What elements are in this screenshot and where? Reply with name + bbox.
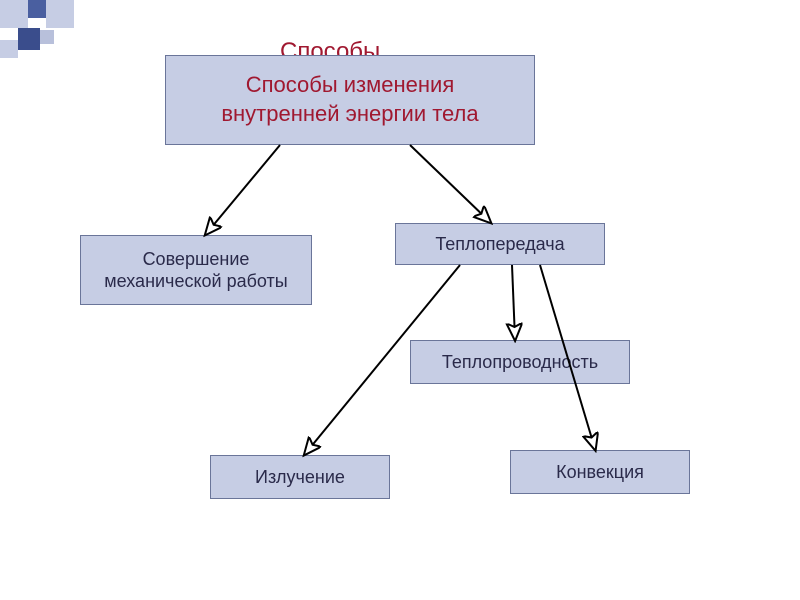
node-main-text: Способы изменениявнутренней энергии тела <box>221 71 478 128</box>
node-radiation: Излучение <box>210 455 390 499</box>
node-transfer-text: Теплопередача <box>435 233 564 256</box>
node-convection-text: Конвекция <box>556 461 644 484</box>
node-convection: Конвекция <box>510 450 690 494</box>
node-radiation-text: Излучение <box>255 466 345 489</box>
corner-decoration <box>0 0 100 70</box>
node-transfer: Теплопередача <box>395 223 605 265</box>
node-work: Совершениемеханической работы <box>80 235 312 305</box>
node-main: Способы изменениявнутренней энергии тела <box>165 55 535 145</box>
node-conduction: Теплопроводность <box>410 340 630 384</box>
node-work-text: Совершениемеханической работы <box>104 248 287 293</box>
node-conduction-text: Теплопроводность <box>442 351 598 374</box>
